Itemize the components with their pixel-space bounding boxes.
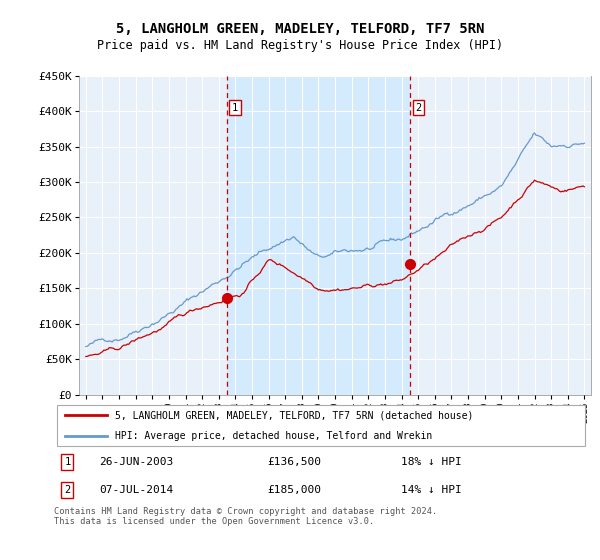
Text: £136,500: £136,500 [268,457,322,467]
Text: 07-JUL-2014: 07-JUL-2014 [100,485,173,495]
FancyBboxPatch shape [56,404,586,446]
Text: 18% ↓ HPI: 18% ↓ HPI [401,457,462,467]
Text: 2: 2 [415,102,421,113]
Text: 5, LANGHOLM GREEN, MADELEY, TELFORD, TF7 5RN: 5, LANGHOLM GREEN, MADELEY, TELFORD, TF7… [116,22,484,36]
Text: 1: 1 [64,457,70,467]
Text: £185,000: £185,000 [268,485,322,495]
Text: 2: 2 [64,485,70,495]
Text: 1: 1 [232,102,238,113]
Text: Contains HM Land Registry data © Crown copyright and database right 2024.
This d: Contains HM Land Registry data © Crown c… [54,507,437,526]
Text: 5, LANGHOLM GREEN, MADELEY, TELFORD, TF7 5RN (detached house): 5, LANGHOLM GREEN, MADELEY, TELFORD, TF7… [115,410,474,421]
Text: HPI: Average price, detached house, Telford and Wrekin: HPI: Average price, detached house, Telf… [115,431,433,441]
Text: 26-JUN-2003: 26-JUN-2003 [100,457,173,467]
Text: Price paid vs. HM Land Registry's House Price Index (HPI): Price paid vs. HM Land Registry's House … [97,39,503,52]
Text: 14% ↓ HPI: 14% ↓ HPI [401,485,462,495]
Bar [227,76,410,395]
